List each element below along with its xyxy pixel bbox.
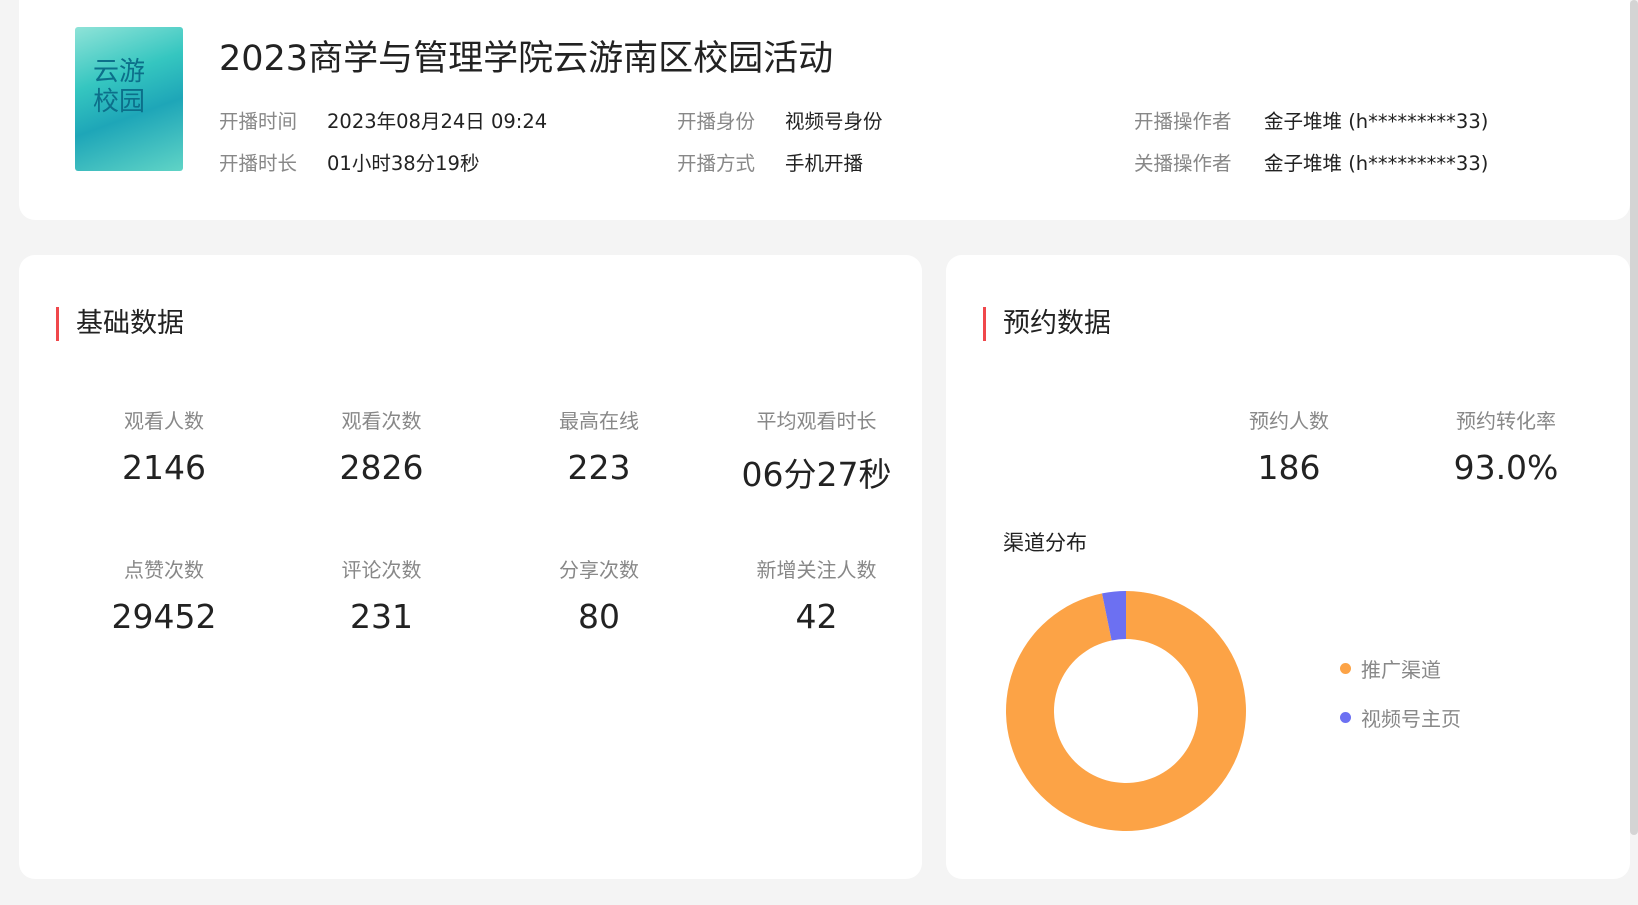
stat-label: 分享次数 <box>559 558 639 582</box>
stat-label: 最高在线 <box>559 409 639 433</box>
section-title: 预约数据 <box>983 307 1111 341</box>
stat-label: 预约人数 <box>1249 409 1329 433</box>
stat-label: 预约转化率 <box>1456 409 1556 433</box>
stat-item: 分享次数 80 <box>499 554 699 636</box>
reservation-stat: 预约转化率 93.0% <box>1406 405 1606 487</box>
stat-label: 新增关注人数 <box>756 558 877 582</box>
stat-item: 最高在线 223 <box>499 405 699 487</box>
field-value: 手机开播 <box>785 152 864 175</box>
stat-item: 点赞次数 29452 <box>64 554 264 636</box>
reservation-data-card: 预约数据 预约人数 186 预约转化率 93.0% 渠道分布 推广渠道视频号主页 <box>946 255 1630 879</box>
stat-value: 93.0% <box>1453 448 1559 487</box>
stat-item: 平均观看时长 06分27秒 <box>717 405 917 496</box>
legend-dot-icon <box>1340 712 1351 723</box>
stat-value: 80 <box>578 597 620 636</box>
scrollbar[interactable] <box>1630 0 1638 835</box>
legend-label: 推广渠道 <box>1361 658 1441 682</box>
field-label: 关播操作者 <box>1134 152 1232 175</box>
field-value: 2023年08月24日 09:24 <box>327 110 548 133</box>
stat-value: 231 <box>350 597 413 636</box>
stat-value: 2826 <box>339 448 424 487</box>
field-value: 金子堆堆 (h*********33) <box>1264 152 1489 175</box>
live-title: 2023商学与管理学院云游南区校园活动 <box>219 39 834 79</box>
stat-value: 06分27秒 <box>741 455 892 494</box>
basic-data-card: 基础数据 观看人数 2146 观看次数 2826 最高在线 223 平均观看时长 06分27秒… <box>19 255 922 879</box>
legend-item[interactable]: 推广渠道 <box>1340 654 1441 683</box>
stat-label: 评论次数 <box>341 558 422 582</box>
stat-label: 观看人数 <box>124 409 204 433</box>
field-label: 开播身份 <box>677 110 756 133</box>
field-value: 金子堆堆 (h*********33) <box>1264 110 1489 133</box>
field-label: 开播时间 <box>219 110 298 133</box>
donut-slice[interactable] <box>1102 591 1126 641</box>
field-label: 开播操作者 <box>1134 110 1232 133</box>
channel-title: 渠道分布 <box>1003 531 1087 555</box>
field-value: 视频号身份 <box>785 110 883 133</box>
legend-label: 视频号主页 <box>1361 707 1461 731</box>
stat-item: 新增关注人数 42 <box>717 554 917 636</box>
stat-value: 42 <box>795 597 838 636</box>
field-label: 开播时长 <box>219 152 298 175</box>
stat-item: 观看次数 2826 <box>282 405 482 487</box>
stat-label: 点赞次数 <box>124 558 204 582</box>
stat-label: 平均观看时长 <box>756 409 877 433</box>
legend-dot-icon <box>1340 663 1351 674</box>
stat-value: 186 <box>1257 448 1321 487</box>
legend-item[interactable]: 视频号主页 <box>1340 703 1461 732</box>
live-poster-image: 云游校园 <box>75 27 183 171</box>
stat-value: 223 <box>567 448 631 487</box>
stat-item: 观看人数 2146 <box>64 405 264 487</box>
field-value: 01小时38分19秒 <box>327 152 480 175</box>
channel-donut-chart <box>1006 591 1246 831</box>
section-title: 基础数据 <box>56 307 184 341</box>
stat-item: 评论次数 231 <box>282 554 482 636</box>
live-info-card: 云游校园 2023商学与管理学院云游南区校园活动 开播时间 2023年08月24日… <box>19 0 1630 220</box>
stat-value: 29452 <box>111 597 217 636</box>
field-label: 开播方式 <box>677 152 756 175</box>
donut-slice[interactable] <box>1006 591 1246 831</box>
poster-lettering: 云游校园 <box>93 57 146 117</box>
stat-value: 2146 <box>122 448 206 487</box>
stat-label: 观看次数 <box>341 409 422 433</box>
reservation-stat: 预约人数 186 <box>1189 405 1389 487</box>
